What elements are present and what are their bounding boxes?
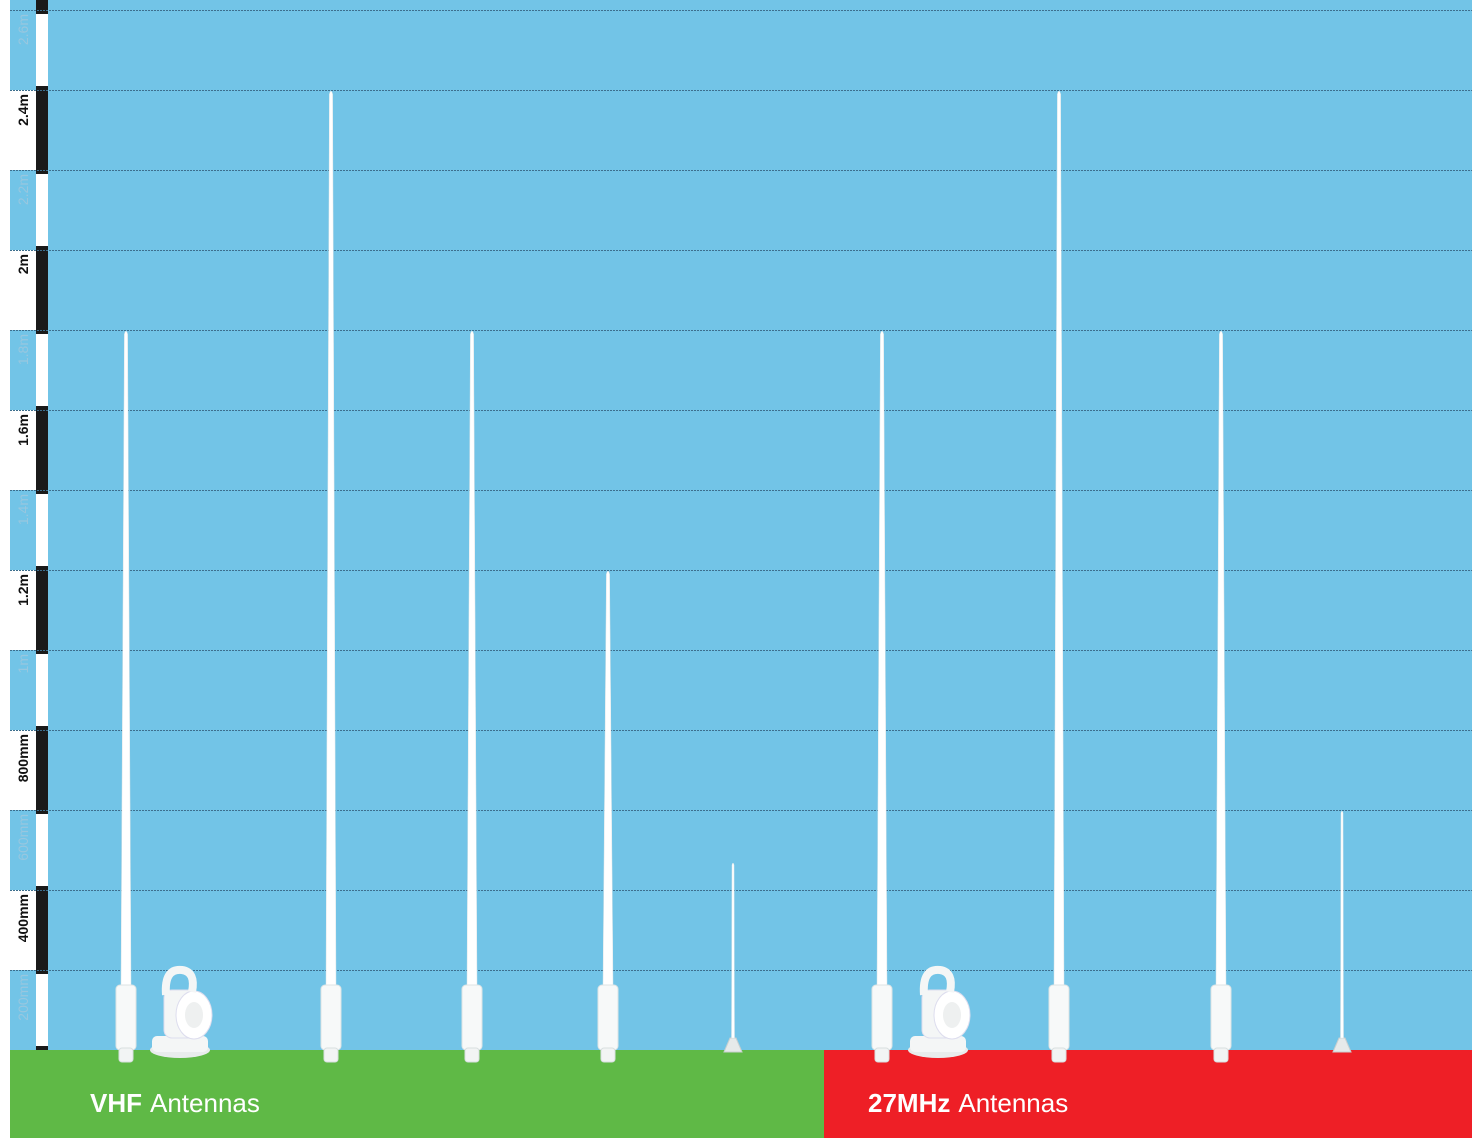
- y-tick-label: 800mm: [15, 734, 31, 782]
- group-name: VHF: [90, 1088, 142, 1118]
- antenna: [1341, 811, 1344, 1038]
- antenna-foot: [601, 1048, 615, 1062]
- ruler-band: [36, 974, 48, 1046]
- antenna-tube: [321, 985, 341, 1050]
- y-tick-label: 1.2m: [15, 574, 31, 606]
- group-panels: VHF Antennas 27MHz Antennas: [10, 1050, 1472, 1138]
- background: [10, 0, 1472, 1050]
- ruler-band: [36, 334, 48, 406]
- antenna-foot: [119, 1048, 133, 1062]
- y-tick-label: 600mm: [15, 814, 31, 861]
- antenna-tube: [872, 985, 892, 1050]
- ruler-band: [36, 174, 48, 246]
- y-tick-label: 2.6m: [15, 14, 31, 45]
- y-tick-label: 1m: [15, 654, 31, 673]
- antenna-tube: [462, 985, 482, 1050]
- y-tick-label: 2m: [15, 254, 31, 274]
- antenna: [732, 863, 735, 1038]
- antenna-foot: [465, 1048, 479, 1062]
- y-tick-label: 1.8m: [15, 334, 31, 365]
- ruler-band: [36, 814, 48, 886]
- group-name: 27MHz: [868, 1088, 950, 1118]
- antenna-tube: [1211, 985, 1231, 1050]
- chart: 200mm 400mm 600mm 800mm 1m 1.2m 1.4m 1.6m 1.8m 2m…: [0, 0, 1472, 1138]
- ruler-band: [36, 14, 48, 86]
- y-tick-label: 400mm: [15, 894, 31, 942]
- antenna-tube: [598, 985, 618, 1050]
- antenna-foot: [1214, 1048, 1228, 1062]
- antenna-foot: [875, 1048, 889, 1062]
- antenna-tube: [1049, 985, 1069, 1050]
- y-tick-label: 2.4m: [15, 94, 31, 126]
- y-tick-label: 1.4m: [15, 494, 31, 525]
- antenna-foot: [1052, 1048, 1066, 1062]
- y-tick-label: 200mm: [15, 974, 31, 1021]
- group-suffix: Antennas: [958, 1088, 1068, 1118]
- ruler-band: [36, 494, 48, 566]
- group-label: 27MHz Antennas: [868, 1088, 1068, 1118]
- y-tick-label: 2.2m: [15, 174, 31, 205]
- antenna-tube: [116, 985, 136, 1050]
- y-tick-label: 1.6m: [15, 414, 31, 446]
- ruler-band: [36, 654, 48, 726]
- group-label: VHF Antennas: [90, 1088, 260, 1118]
- antenna-foot: [324, 1048, 338, 1062]
- group-suffix: Antennas: [150, 1088, 260, 1118]
